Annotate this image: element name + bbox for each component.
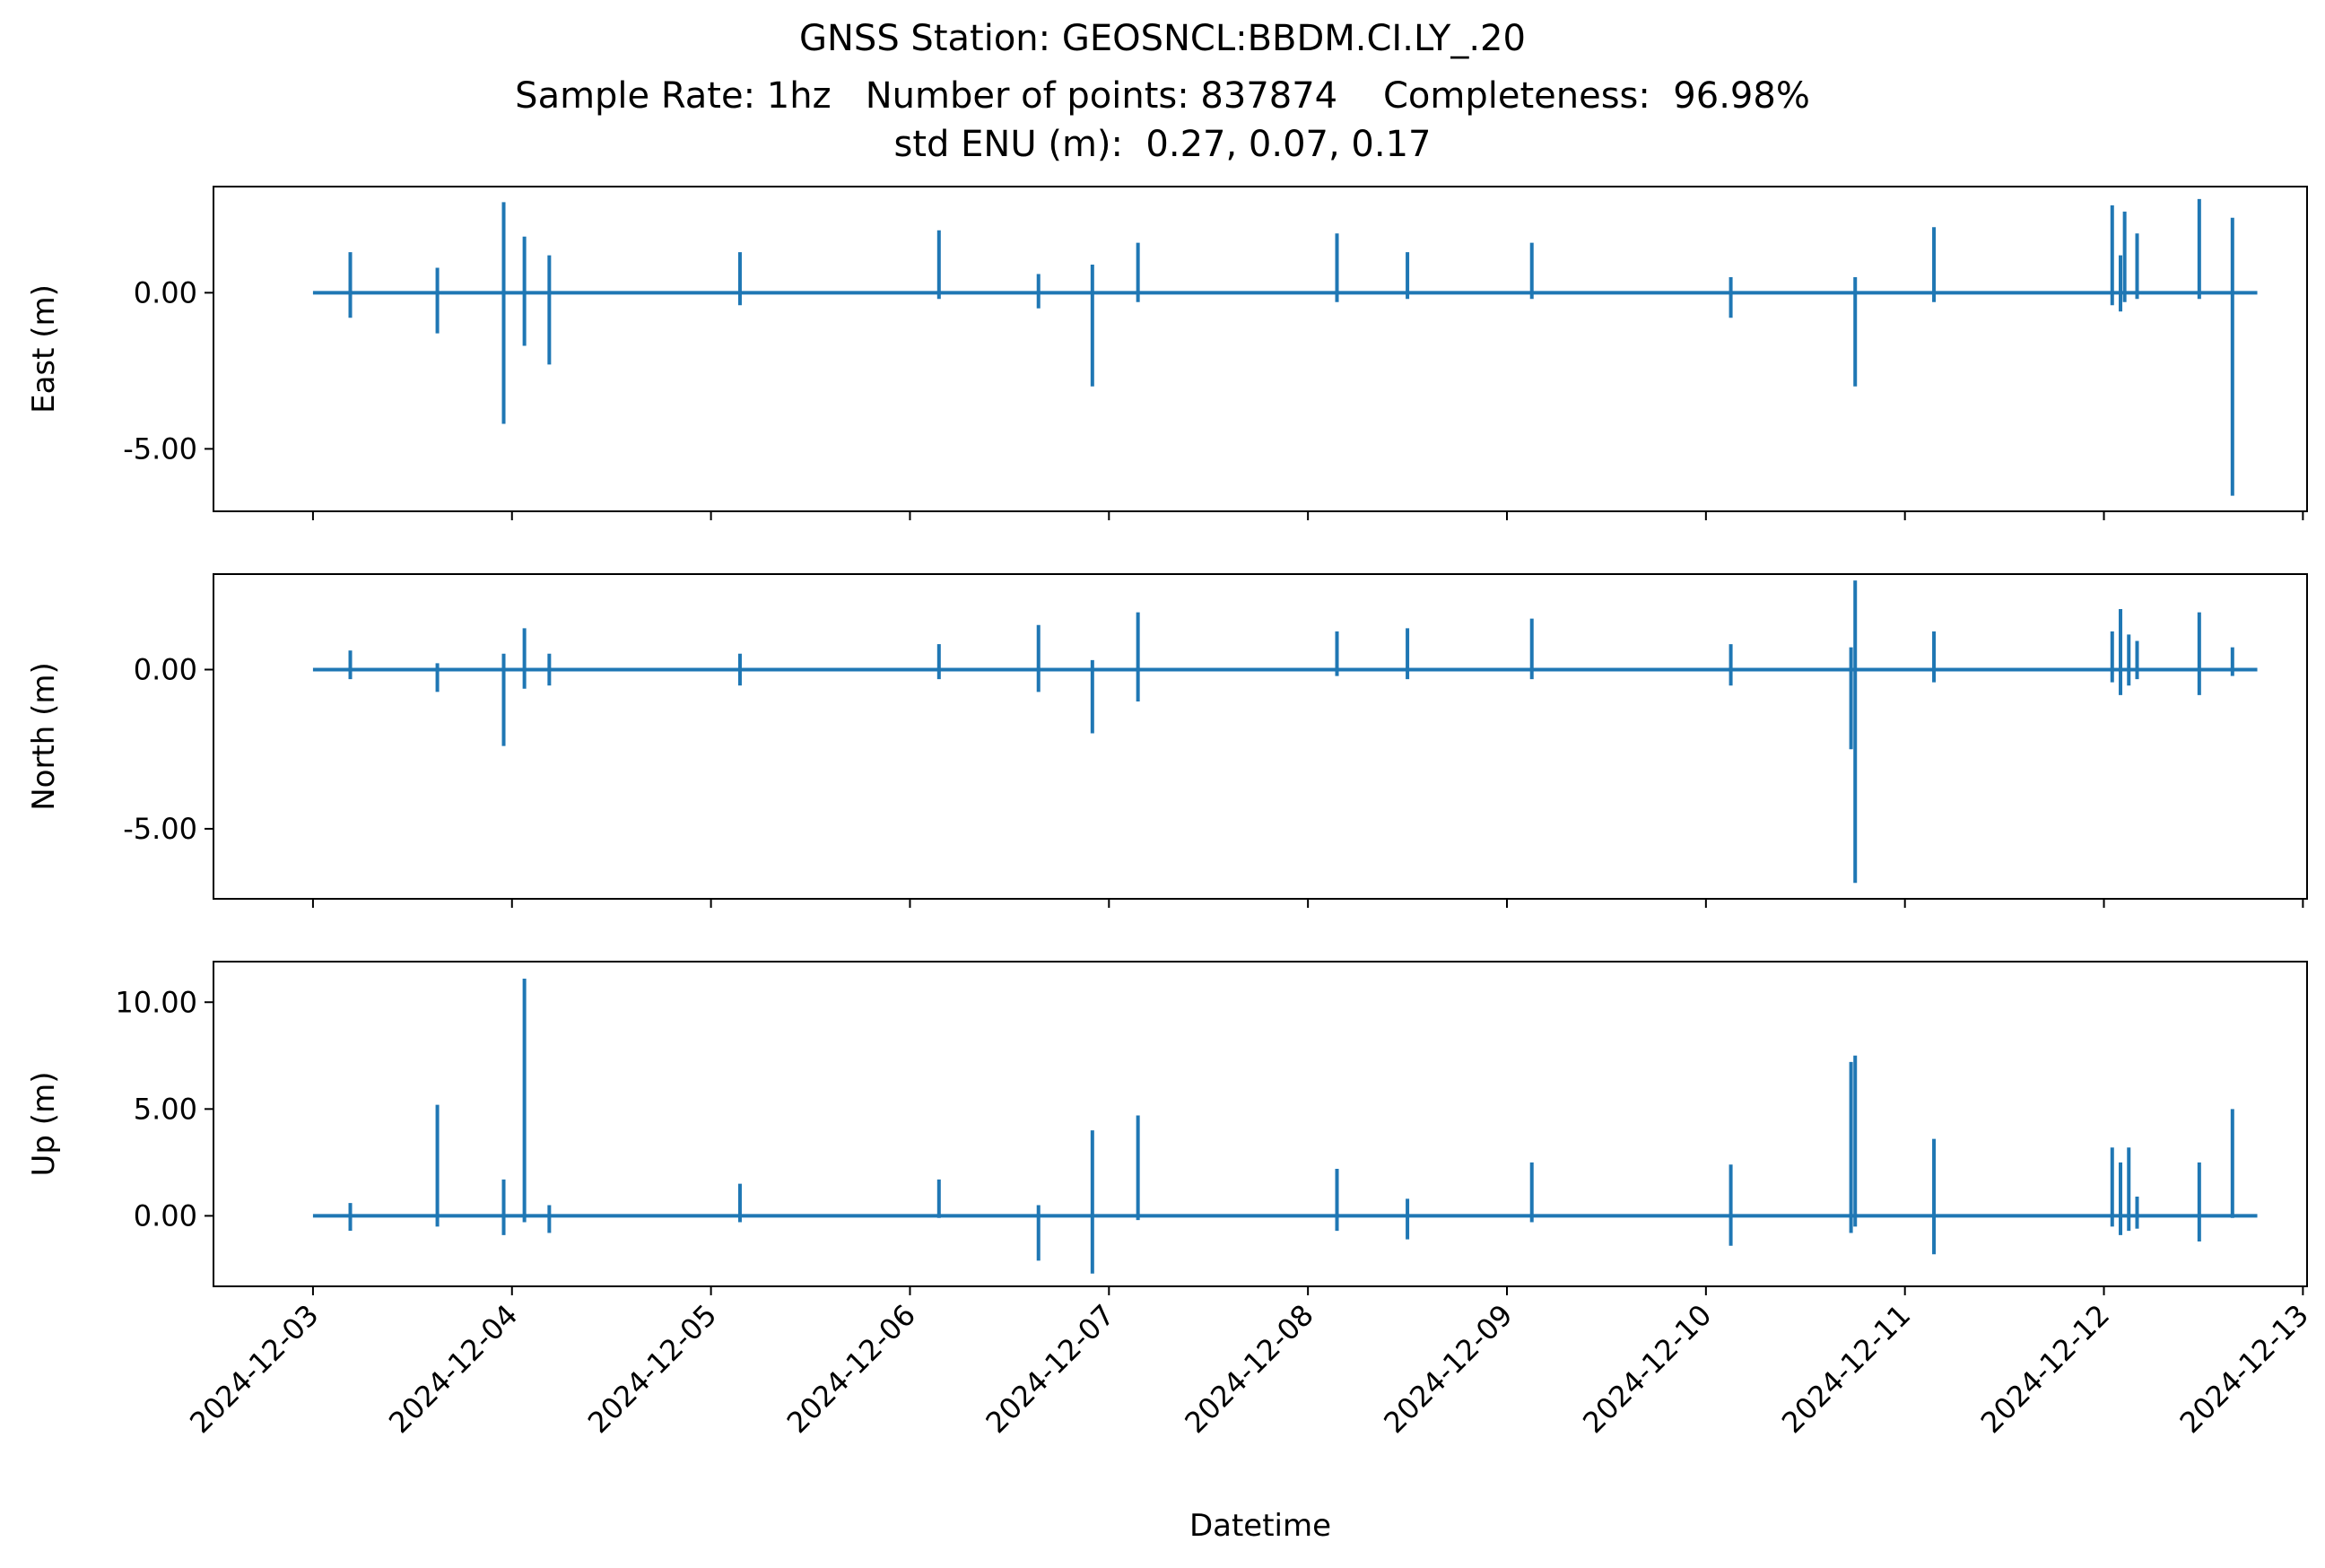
up-ylabel: Up (m) xyxy=(26,1072,62,1177)
xtick-label: 2024-12-07 xyxy=(980,1298,1121,1440)
up-panel: 10.00 5.00 0.00 Up (m) 2024-12-03 2024-12-04 2… xyxy=(26,961,2315,1544)
east-ylabel: East (m) xyxy=(26,284,62,414)
xtick-label: 2024-12-03 xyxy=(183,1298,325,1440)
chart-title: GNSS Station: GEOSNCL:BBDM.CI.LY_.20 xyxy=(799,18,1526,59)
north-ylabel: North (m) xyxy=(26,662,62,811)
north-ytick-label: 0.00 xyxy=(134,652,197,686)
east-ytick-label: 0.00 xyxy=(134,275,197,309)
east-ytick-label: -5.00 xyxy=(123,431,197,466)
up-ytick-label: 0.00 xyxy=(134,1198,197,1233)
xtick-label: 2024-12-09 xyxy=(1377,1298,1519,1440)
xtick-label: 2024-12-05 xyxy=(581,1298,723,1440)
chart-subtitle-sampling: Sample Rate: 1hz Number of points: 83787… xyxy=(515,75,1810,117)
xtick-label: 2024-12-12 xyxy=(1974,1298,2116,1440)
east-axes-frame xyxy=(213,186,2308,512)
chart-subtitle-std: std ENU (m): 0.27, 0.07, 0.17 xyxy=(893,124,1432,165)
xtick-label: 2024-12-08 xyxy=(1178,1298,1319,1440)
xlabel: Datetime xyxy=(1189,1508,1331,1544)
xtick-label: 2024-12-06 xyxy=(780,1298,922,1440)
north-ytick-label: -5.00 xyxy=(123,812,197,846)
xtick-label: 2024-12-10 xyxy=(1576,1298,1718,1440)
up-ytick-label: 5.00 xyxy=(134,1092,197,1126)
up-axes-frame xyxy=(213,961,2308,1287)
up-ytick-label: 10.00 xyxy=(115,985,197,1019)
north-axes-frame xyxy=(213,573,2308,900)
xtick-label: 2024-12-13 xyxy=(2173,1298,2315,1440)
north-panel: 0.00 -5.00 North (m) xyxy=(26,573,2308,908)
xtick-label: 2024-12-04 xyxy=(382,1298,524,1440)
east-panel: 0.00 -5.00 East (m) xyxy=(26,186,2308,520)
xtick-label: 2024-12-11 xyxy=(1775,1298,1917,1440)
